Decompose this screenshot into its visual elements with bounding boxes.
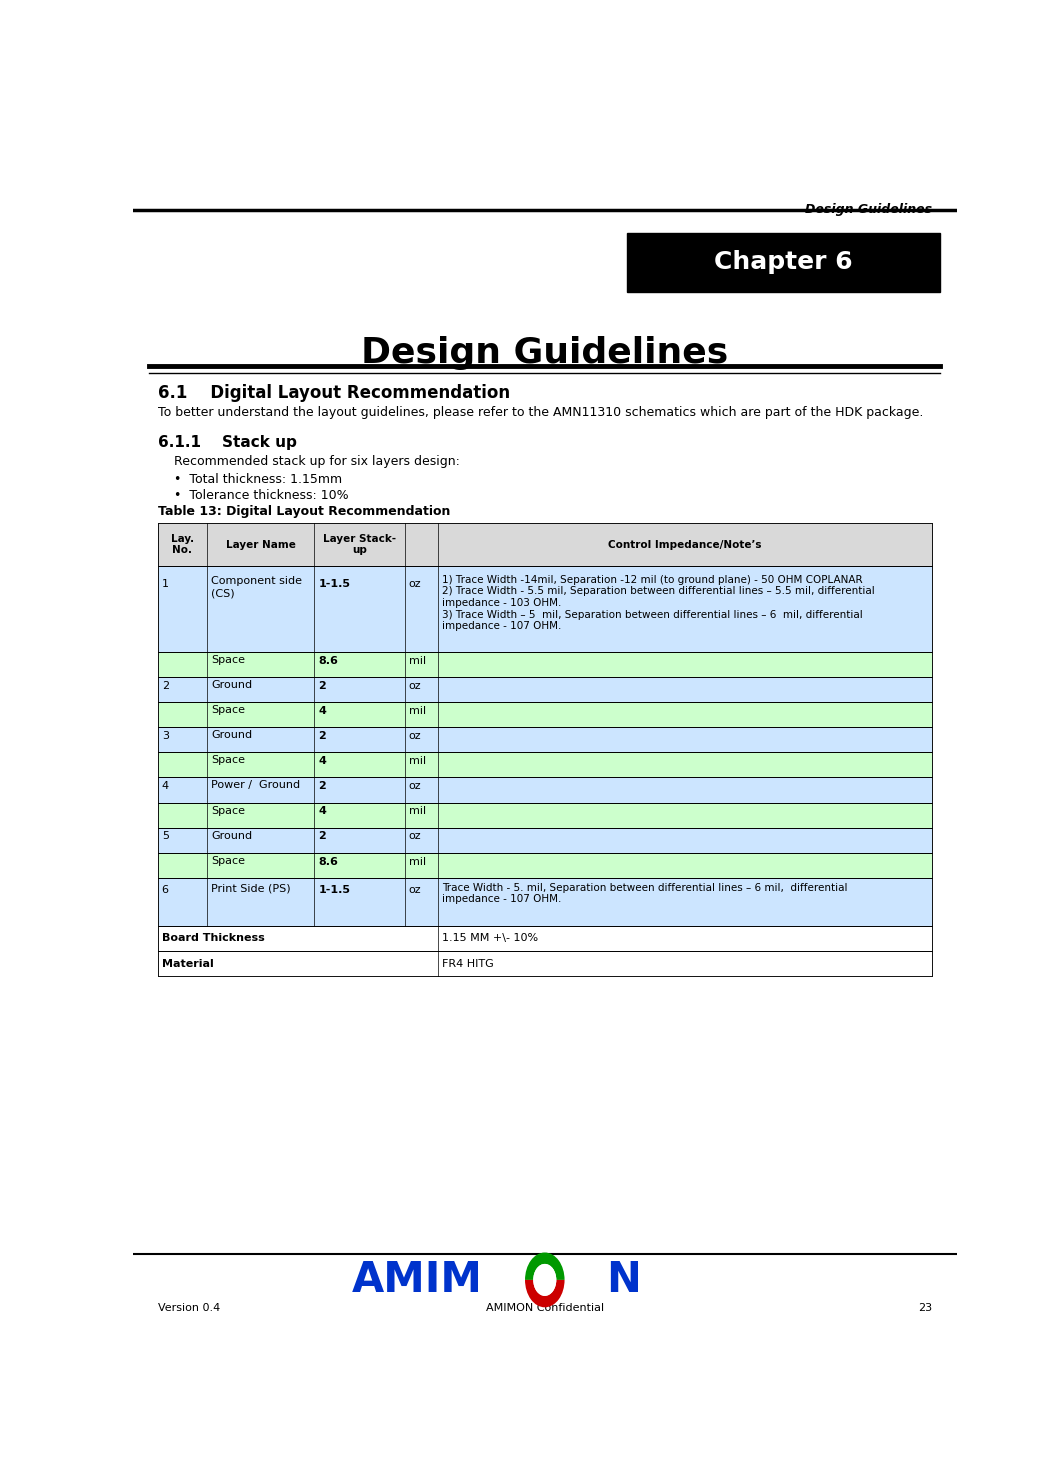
Text: 5: 5 [162, 832, 169, 841]
FancyBboxPatch shape [157, 853, 932, 878]
Text: N: N [607, 1259, 641, 1301]
Wedge shape [525, 1253, 564, 1280]
Text: Chapter 6: Chapter 6 [714, 251, 853, 274]
Text: mil: mil [409, 756, 426, 767]
Text: Space: Space [212, 704, 246, 715]
Text: oz: oz [409, 578, 422, 589]
FancyBboxPatch shape [157, 523, 932, 567]
Text: 1-1.5: 1-1.5 [318, 578, 350, 589]
Text: 2: 2 [318, 832, 326, 841]
Text: 6: 6 [162, 885, 169, 896]
Text: Ground: Ground [212, 730, 252, 740]
FancyBboxPatch shape [157, 951, 932, 976]
Text: 8.6: 8.6 [318, 655, 338, 666]
Text: mil: mil [409, 857, 426, 866]
FancyBboxPatch shape [157, 653, 932, 676]
Text: Preliminary: Preliminary [383, 526, 921, 789]
Text: 3: 3 [162, 731, 169, 742]
Text: 2: 2 [162, 681, 169, 691]
FancyBboxPatch shape [157, 701, 932, 727]
Text: mil: mil [409, 655, 426, 666]
FancyBboxPatch shape [157, 752, 932, 777]
Text: Control Impedance/Note’s: Control Impedance/Note’s [608, 540, 761, 550]
FancyBboxPatch shape [157, 828, 932, 853]
FancyBboxPatch shape [157, 777, 932, 802]
Text: Recommended stack up for six layers design:: Recommended stack up for six layers desi… [174, 455, 460, 469]
Text: mil: mil [409, 807, 426, 816]
Text: 1: 1 [162, 578, 169, 589]
Text: 6.1    Digital Layout Recommendation: 6.1 Digital Layout Recommendation [157, 384, 510, 402]
Text: oz: oz [409, 731, 422, 742]
FancyBboxPatch shape [157, 727, 932, 752]
Text: 1) Trace Width -14mil, Separation -12 mil (to ground plane) - 50 OHM COPLANAR
2): 1) Trace Width -14mil, Separation -12 mi… [442, 575, 875, 632]
Text: 2: 2 [318, 681, 326, 691]
Text: 6.1.1    Stack up: 6.1.1 Stack up [157, 435, 297, 449]
Text: Table 13: Digital Layout Recommendation: Table 13: Digital Layout Recommendation [157, 504, 450, 518]
Text: oz: oz [409, 681, 422, 691]
Text: Ground: Ground [212, 681, 252, 690]
Text: Material: Material [162, 958, 214, 968]
Text: FR4 HITG: FR4 HITG [442, 958, 493, 968]
Text: Layer Name: Layer Name [225, 540, 296, 550]
FancyBboxPatch shape [157, 802, 932, 828]
Text: Version 0.4: Version 0.4 [157, 1302, 220, 1312]
Text: 2: 2 [318, 782, 326, 792]
Text: AMIM: AMIM [352, 1259, 483, 1301]
Text: Lay.
No.: Lay. No. [171, 534, 193, 555]
Text: Design Guidelines: Design Guidelines [805, 203, 932, 217]
Text: 2: 2 [318, 731, 326, 742]
Circle shape [534, 1264, 556, 1296]
Text: •  Total thickness: 1.15mm: • Total thickness: 1.15mm [174, 473, 342, 485]
FancyBboxPatch shape [157, 925, 932, 951]
Text: Component side
(CS): Component side (CS) [212, 577, 302, 598]
Text: 4: 4 [318, 706, 326, 716]
Text: Space: Space [212, 856, 246, 866]
Text: Ground: Ground [212, 830, 252, 841]
Text: Trace Width - 5. mil, Separation between differential lines – 6 mil,  differenti: Trace Width - 5. mil, Separation between… [442, 882, 847, 905]
Text: Space: Space [212, 655, 246, 664]
Text: Design Guidelines: Design Guidelines [361, 335, 728, 369]
Text: Board Thickness: Board Thickness [162, 933, 265, 943]
Text: •  Tolerance thickness: 10%: • Tolerance thickness: 10% [174, 488, 349, 501]
Text: To better understand the layout guidelines, please refer to the AMN11310 schemat: To better understand the layout guidelin… [157, 406, 923, 420]
Text: AMIMON Confidential: AMIMON Confidential [486, 1302, 604, 1312]
FancyBboxPatch shape [157, 878, 932, 925]
Text: Space: Space [212, 755, 246, 765]
Text: oz: oz [409, 832, 422, 841]
Text: Layer Stack-
up: Layer Stack- up [323, 534, 396, 555]
Text: Print Side (PS): Print Side (PS) [212, 884, 291, 894]
Text: oz: oz [409, 885, 422, 896]
Text: 4: 4 [318, 756, 326, 767]
FancyBboxPatch shape [157, 676, 932, 701]
Text: 1-1.5: 1-1.5 [318, 885, 350, 896]
Text: mil: mil [409, 706, 426, 716]
Text: 8.6: 8.6 [318, 857, 338, 866]
Text: oz: oz [409, 782, 422, 792]
Text: Power /  Ground: Power / Ground [212, 780, 300, 790]
Text: 4: 4 [162, 782, 169, 792]
Text: 23: 23 [917, 1302, 932, 1312]
Text: 1.15 MM +\- 10%: 1.15 MM +\- 10% [442, 933, 538, 943]
Wedge shape [525, 1280, 564, 1308]
Text: Space: Space [212, 805, 246, 816]
FancyBboxPatch shape [627, 233, 941, 292]
FancyBboxPatch shape [157, 567, 932, 653]
Text: 4: 4 [318, 807, 326, 816]
